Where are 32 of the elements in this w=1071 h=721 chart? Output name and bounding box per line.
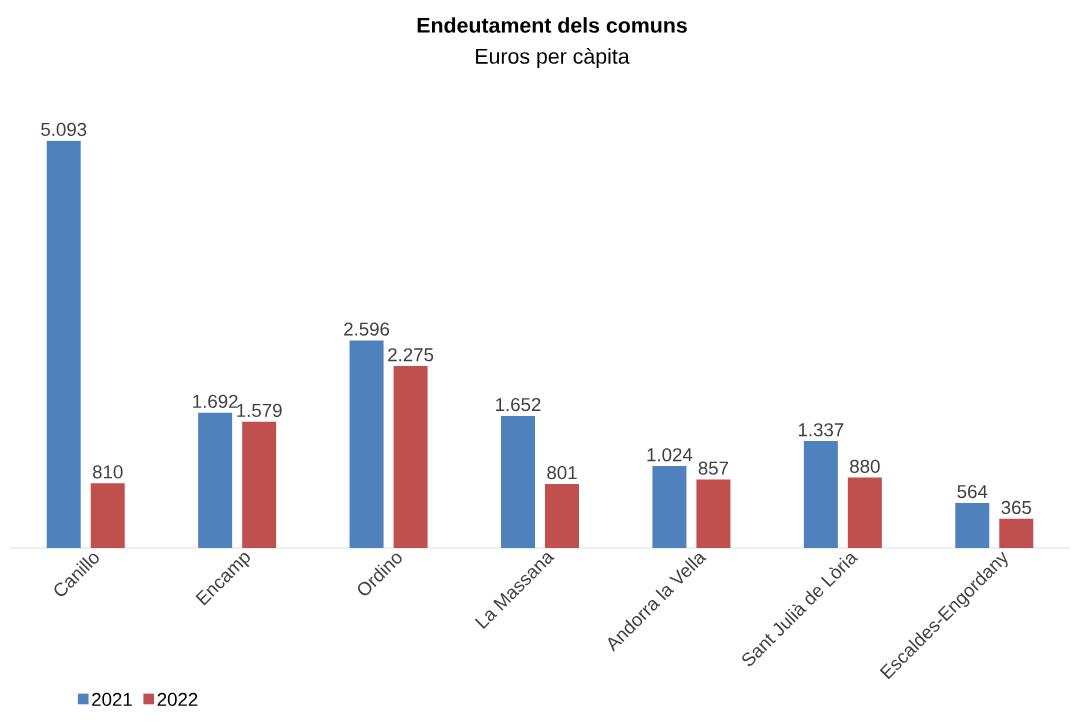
- data-label: 564: [957, 484, 988, 499]
- bar: [696, 479, 731, 548]
- bar: [847, 477, 882, 548]
- chart-subtitle: Euros per càpita: [476, 47, 630, 69]
- data-label: 5.093: [41, 122, 87, 137]
- legend-label: 2022: [157, 692, 198, 707]
- data-label: 1.337: [798, 423, 844, 437]
- bar: [803, 441, 838, 548]
- data-label: 365: [1001, 500, 1032, 515]
- data-label: 1.024: [647, 448, 693, 462]
- data-label: 2.275: [388, 348, 434, 362]
- bar: [242, 421, 277, 548]
- bar: [652, 466, 687, 548]
- bar: [501, 415, 535, 548]
- bar: [545, 483, 580, 548]
- data-label: 801: [547, 465, 577, 480]
- bar: [46, 140, 81, 548]
- data-label: 2.596: [344, 322, 390, 336]
- bar: [198, 412, 233, 548]
- data-label: 1.692: [193, 394, 238, 408]
- data-label: 1.652: [496, 397, 541, 412]
- data-label: 880: [850, 459, 880, 473]
- chart-title: Endeutament dels comuns: [417, 17, 687, 33]
- data-label: 1.579: [237, 403, 282, 418]
- bar: [393, 366, 428, 548]
- bar: [955, 502, 990, 548]
- data-label: 857: [698, 461, 729, 475]
- bar: [90, 483, 125, 548]
- legend-label: 2021: [92, 692, 132, 707]
- data-label: 810: [92, 465, 123, 479]
- bar: [349, 340, 384, 548]
- bar: [999, 518, 1034, 548]
